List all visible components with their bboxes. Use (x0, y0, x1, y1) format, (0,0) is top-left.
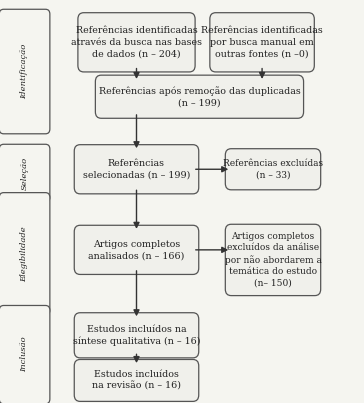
Text: Referências
selecionadas (n – 199): Referências selecionadas (n – 199) (83, 159, 190, 179)
FancyBboxPatch shape (0, 144, 50, 202)
FancyBboxPatch shape (0, 193, 50, 315)
Text: Inclusão: Inclusão (21, 337, 28, 372)
FancyBboxPatch shape (225, 149, 321, 190)
FancyBboxPatch shape (74, 359, 199, 401)
FancyBboxPatch shape (78, 12, 195, 72)
FancyBboxPatch shape (74, 313, 199, 358)
Text: Artigos completos
excluídos da análise
por não abordarem a
temática do estudo
(n: Artigos completos excluídos da análise p… (225, 232, 321, 288)
Text: Referências após remoção das duplicadas
(n – 199): Referências após remoção das duplicadas … (99, 86, 300, 107)
FancyBboxPatch shape (74, 225, 199, 274)
Text: Referências excluídas
(n – 33): Referências excluídas (n – 33) (223, 159, 323, 179)
FancyBboxPatch shape (74, 145, 199, 194)
Text: Elegibilidade: Elegibilidade (21, 226, 28, 282)
Text: Estudos incluídos na
síntese qualitativa (n – 16): Estudos incluídos na síntese qualitativa… (73, 325, 200, 346)
Text: Seleção: Seleção (21, 157, 28, 190)
Text: Referências identificadas
por busca manual em
outras fontes (n –0): Referências identificadas por busca manu… (201, 26, 323, 58)
FancyBboxPatch shape (225, 224, 321, 296)
Text: Artigos completos
analisados (n – 166): Artigos completos analisados (n – 166) (88, 240, 185, 260)
FancyBboxPatch shape (210, 12, 314, 72)
FancyBboxPatch shape (0, 9, 50, 134)
FancyBboxPatch shape (95, 75, 304, 118)
Text: Referências identificadas
através da busca nas bases
de dados (n – 204): Referências identificadas através da bus… (71, 26, 202, 58)
Text: Identificação: Identificação (21, 44, 28, 99)
Text: Estudos incluídos
na revisão (n – 16): Estudos incluídos na revisão (n – 16) (92, 370, 181, 391)
FancyBboxPatch shape (0, 305, 50, 403)
